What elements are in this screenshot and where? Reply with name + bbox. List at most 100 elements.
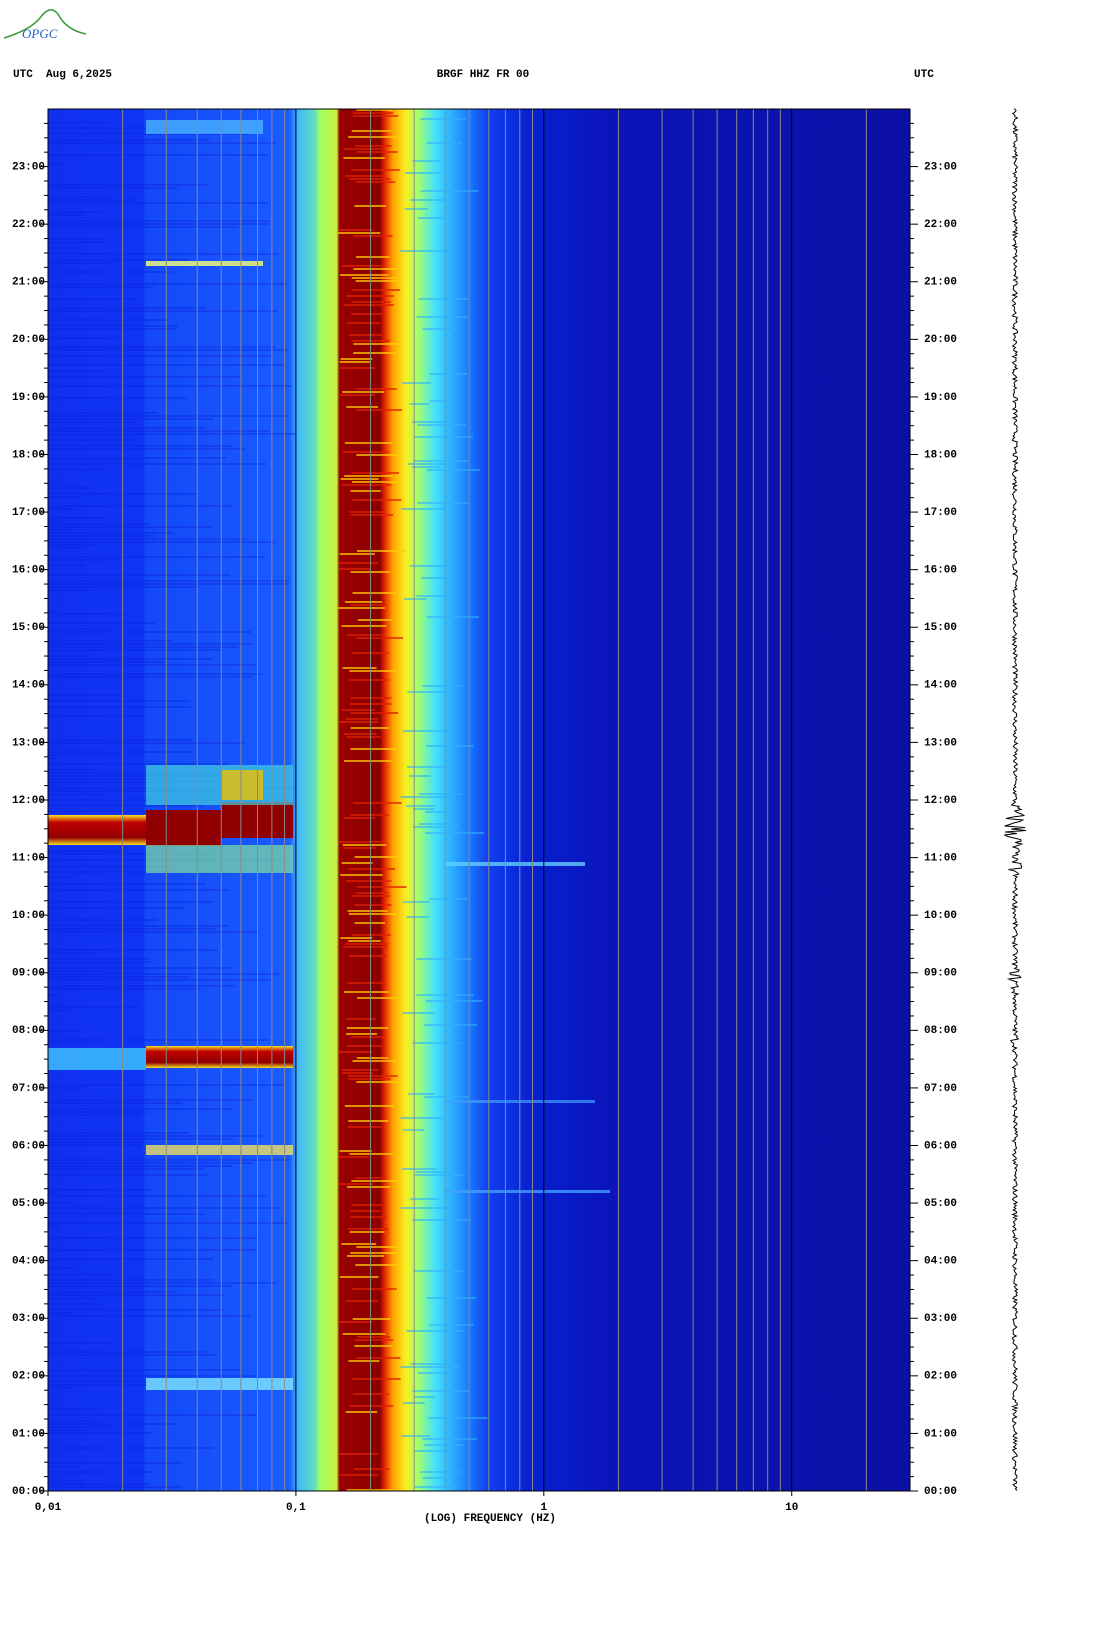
texture-line: [342, 265, 384, 267]
texture-line: [48, 883, 206, 885]
texture-line: [352, 235, 393, 237]
texture-line: [402, 1168, 437, 1170]
texture-line: [348, 178, 391, 180]
texture-line: [48, 784, 60, 786]
texture-line: [426, 469, 480, 471]
texture-line: [48, 1282, 277, 1284]
texture-line: [350, 1252, 398, 1254]
texture-line: [427, 616, 480, 618]
texture-line: [48, 319, 169, 321]
texture-line: [353, 268, 398, 270]
texture-line: [412, 160, 441, 162]
texture-line: [48, 1309, 224, 1311]
texture-line: [341, 1243, 377, 1245]
texture-line: [352, 802, 402, 804]
texture-line: [412, 1390, 470, 1392]
texture-line: [48, 610, 60, 612]
texture-line: [48, 535, 155, 537]
texture-line: [356, 550, 407, 552]
texture-line: [48, 1222, 288, 1224]
texture-line: [345, 1018, 377, 1020]
texture-line: [403, 901, 430, 903]
texture-line: [426, 1297, 476, 1299]
texture-line: [48, 613, 128, 615]
texture-line: [48, 973, 279, 975]
texture-line: [48, 754, 121, 756]
texture-line: [48, 526, 213, 528]
texture-line: [412, 421, 453, 423]
texture-line: [48, 1375, 256, 1377]
texture-line: [350, 712, 399, 714]
texture-line: [48, 286, 153, 288]
texture-line: [346, 1186, 391, 1188]
texture-line: [338, 562, 378, 564]
texture-line: [346, 736, 381, 738]
texture-line: [48, 1279, 214, 1281]
texture-line: [48, 970, 108, 972]
texture-line: [346, 406, 379, 408]
texture-line: [344, 760, 392, 762]
texture-line: [48, 226, 239, 228]
texture-line: [354, 1339, 393, 1341]
texture-line: [48, 223, 270, 225]
texture-line: [341, 625, 387, 627]
texture-line: [341, 1069, 379, 1071]
texture-line: [48, 1249, 257, 1251]
texture-line: [48, 1465, 80, 1467]
texture-line: [48, 496, 81, 498]
texture-line: [356, 1057, 389, 1059]
y-tick-label-right: 22:00: [924, 219, 957, 231]
event-band: [221, 802, 293, 838]
texture-line: [406, 1330, 465, 1332]
texture-line: [345, 1300, 379, 1302]
texture-line: [48, 529, 75, 531]
texture-line: [349, 679, 389, 681]
texture-line: [422, 1438, 477, 1440]
texture-line: [429, 373, 467, 375]
texture-line: [352, 499, 402, 501]
y-tick-label-right: 00:00: [924, 1486, 957, 1498]
texture-line: [48, 658, 213, 660]
texture-line: [353, 115, 399, 117]
event-band: [221, 770, 263, 800]
texture-line: [351, 1180, 401, 1182]
logo: OPGC: [3, 9, 87, 41]
y-tick-label-right: 01:00: [924, 1428, 957, 1440]
texture-line: [348, 1228, 389, 1230]
y-tick-label-right: 11:00: [924, 852, 957, 864]
texture-line: [48, 385, 292, 387]
texture-line: [48, 271, 173, 273]
texture-line: [406, 916, 430, 918]
texture-line: [48, 1111, 149, 1113]
texture-line: [404, 172, 442, 174]
texture-line: [48, 979, 272, 981]
y-tick-label: 15:00: [12, 622, 45, 634]
texture-line: [348, 334, 383, 336]
texture-line: [48, 187, 178, 189]
texture-line: [48, 376, 242, 378]
texture-line: [48, 1168, 203, 1170]
texture-line: [341, 862, 373, 864]
texture-line: [48, 655, 89, 657]
texture-line: [48, 508, 74, 510]
event-band: [48, 1048, 146, 1070]
texture-line: [48, 547, 87, 549]
texture-line: [350, 490, 381, 492]
texture-line: [48, 448, 245, 450]
texture-line: [48, 121, 109, 123]
texture-line: [339, 394, 376, 396]
texture-line: [425, 1000, 483, 1002]
y-tick-label-right: 15:00: [924, 622, 957, 634]
texture-line: [347, 634, 384, 636]
texture-line: [48, 1003, 62, 1005]
texture-line: [416, 595, 452, 597]
y-tick-label-right: 23:00: [924, 161, 957, 173]
texture-line: [344, 733, 377, 735]
texture-line: [401, 1435, 431, 1437]
texture-line: [347, 982, 387, 984]
texture-line: [48, 589, 91, 591]
texture-line: [348, 136, 397, 138]
event-band: [146, 261, 263, 266]
texture-line: [48, 985, 236, 987]
texture-line: [351, 481, 400, 483]
